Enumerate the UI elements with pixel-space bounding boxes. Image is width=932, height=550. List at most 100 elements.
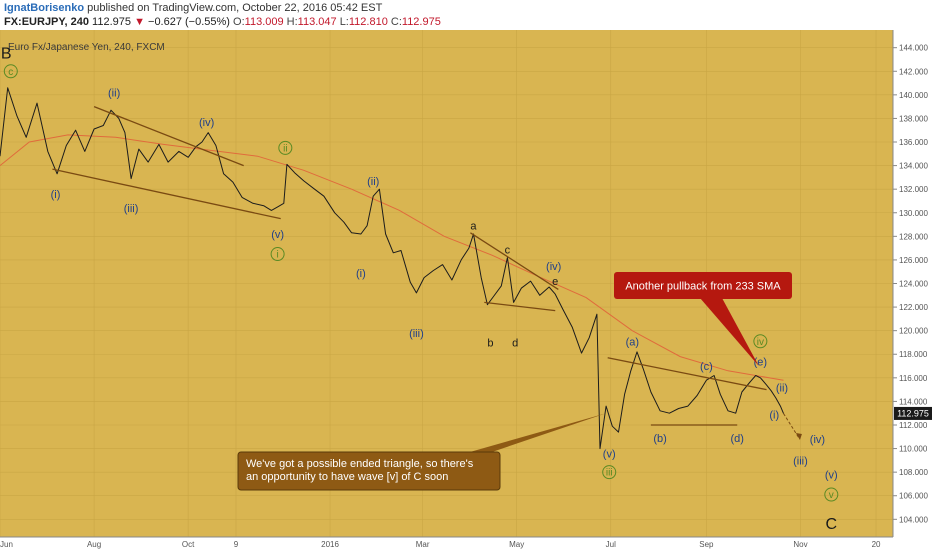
wave-label-minute: (iii)	[793, 455, 808, 467]
callout-triangle-text: We've got a possible ended triangle, so …	[246, 458, 474, 483]
last-price: 112.975	[92, 16, 131, 28]
wave-circle-icon	[278, 140, 293, 155]
x-tick-label: Mar	[416, 540, 430, 549]
price-line	[0, 87, 784, 450]
publish-info: IgnatBorisenko published on TradingView.…	[4, 2, 382, 14]
symbol-label: FX:EURJPY, 240	[4, 16, 89, 28]
y-tick-label: 104.000	[899, 515, 928, 524]
wave-label-minute: (iv)	[810, 434, 825, 446]
wave-label-minute: (v)	[271, 229, 284, 241]
trend-line[interactable]	[93, 106, 244, 167]
y-tick-label: 112.000	[899, 421, 928, 430]
x-tick-label: Sep	[699, 540, 714, 549]
x-tick-label: Jun	[0, 540, 13, 549]
wave-label-minute: (a)	[626, 336, 639, 348]
close-value: 112.975	[401, 16, 441, 28]
wave-label-minor: c	[8, 67, 13, 78]
wave-label-minute: (iii)	[124, 203, 139, 215]
x-tick-label: 2016	[321, 540, 339, 549]
y-tick-label: 130.000	[899, 209, 928, 218]
wave-circle-icon	[753, 334, 768, 349]
wave-label-minute: (b)	[653, 433, 666, 445]
callout-triangle-box	[237, 451, 501, 491]
x-tick-label: Jul	[606, 540, 616, 549]
callout-sma[interactable]: Another pullback from 233 SMA	[614, 272, 792, 367]
sma-233-line	[0, 134, 784, 381]
x-tick-label: Nov	[793, 540, 807, 549]
forecast-arrow-head	[795, 432, 802, 440]
wave-label-minor: iv	[757, 337, 764, 348]
trend-line[interactable]	[470, 232, 559, 290]
wave-label-minute: (i)	[51, 189, 61, 201]
y-tick-label: 134.000	[899, 162, 928, 171]
last-price-tag-label: 112.975	[897, 408, 929, 418]
x-tick-label: May	[509, 540, 524, 549]
wave-label-minor: ii	[283, 143, 287, 154]
last-price-tag	[894, 406, 932, 420]
wave-label-triangle: e	[552, 276, 558, 288]
wave-label-major: C	[826, 516, 838, 533]
x-tick-label: 9	[234, 540, 239, 549]
open-label: O:	[233, 16, 245, 28]
wave-label-minor: i	[276, 250, 278, 261]
y-tick-label: 110.000	[899, 445, 928, 454]
wave-label-minute: (ii)	[776, 382, 788, 394]
open-value: 113.009	[244, 16, 284, 28]
callout-sma-box	[614, 272, 792, 299]
callout-triangle[interactable]: We've got a possible ended triangle, so …	[237, 413, 607, 491]
trend-line[interactable]	[607, 357, 767, 391]
y-tick-label: 108.000	[899, 468, 928, 477]
wave-label-minute: (d)	[730, 433, 743, 445]
y-tick-label: 142.000	[899, 67, 928, 76]
y-tick-label: 140.000	[899, 91, 928, 100]
wave-circle-icon	[602, 465, 617, 480]
wave-label-major: B	[1, 45, 12, 62]
y-tick-label: 106.000	[899, 492, 928, 501]
wave-label-minor: iii	[606, 468, 613, 479]
wave-label-minute: (v)	[603, 448, 616, 460]
wave-label-minute: (i)	[356, 268, 366, 280]
close-label: C:	[390, 16, 402, 28]
y-tick-label: 124.000	[899, 280, 928, 289]
wave-label-minute: (iii)	[409, 328, 424, 340]
y-tick-label: 128.000	[899, 232, 928, 241]
time-scale[interactable]	[0, 537, 932, 550]
trend-line[interactable]	[52, 168, 281, 220]
callout-sma-pointer	[700, 298, 759, 367]
wave-label-minute: (v)	[825, 470, 838, 482]
wave-label-minute: (i)	[769, 409, 779, 421]
y-tick-label: 144.000	[899, 44, 928, 53]
low-value: 112.810	[348, 16, 388, 28]
wave-label-minute: (ii)	[108, 87, 120, 99]
wave-circle-icon	[824, 487, 839, 502]
x-tick-label: Aug	[87, 540, 101, 549]
callout-triangle-pointer	[470, 413, 607, 452]
wave-label-triangle: a	[470, 221, 477, 233]
down-arrow-icon: ▼	[134, 16, 145, 28]
wave-label-triangle: c	[505, 244, 511, 256]
wave-label-minute: (e)	[754, 356, 767, 368]
high-value: 113.047	[297, 16, 337, 28]
wave-label-minute: (c)	[700, 361, 713, 373]
chart-title: Euro Fx/Japanese Yen, 240, FXCM	[8, 42, 165, 53]
wave-circle-icon	[270, 247, 285, 262]
change-value: −0.627 (−0.55%)	[148, 16, 230, 28]
low-label: L:	[339, 16, 349, 28]
trend-line[interactable]	[484, 301, 556, 312]
y-tick-label: 120.000	[899, 327, 928, 336]
y-tick-label: 138.000	[899, 114, 928, 123]
y-tick-label: 126.000	[899, 256, 928, 265]
wave-circle-icon	[3, 64, 18, 79]
wave-label-triangle: b	[487, 337, 493, 349]
author-link[interactable]: IgnatBorisenko	[4, 2, 85, 14]
x-tick-label: 20	[872, 540, 881, 549]
wave-label-minute: (ii)	[367, 176, 379, 188]
wave-label-minor: v	[829, 490, 834, 501]
price-chart[interactable]: 144.000 142.000 140.000 138.000 136.000 134.0…	[0, 30, 932, 550]
price-scale[interactable]	[893, 30, 932, 537]
y-tick-label: 118.000	[899, 350, 928, 359]
y-tick-label: 122.000	[899, 303, 928, 312]
wave-label-minute: (iv)	[199, 117, 214, 129]
y-tick-label: 136.000	[899, 138, 928, 147]
wave-label-minute: (iv)	[546, 261, 561, 273]
